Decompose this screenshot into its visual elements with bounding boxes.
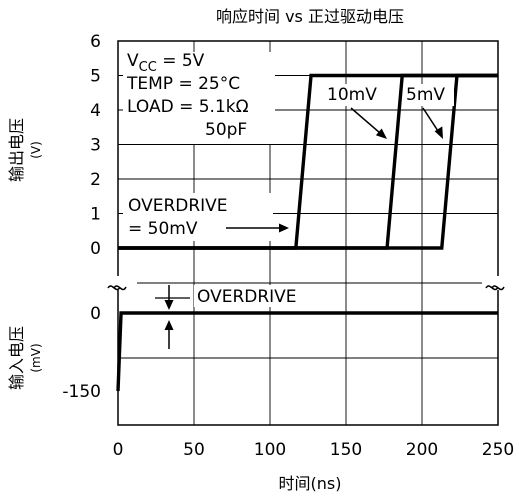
overdrive-50-value: = 50mV <box>128 219 198 239</box>
y-tick-label-input: -150 <box>62 382 101 402</box>
y-tick-label-input: 0 <box>90 304 101 324</box>
overdrive-50-label-box <box>123 193 273 241</box>
x-tick-label: 200 <box>406 440 438 460</box>
label-10mv: 10mV <box>327 85 377 105</box>
overdrive-arrowhead-down <box>164 300 174 310</box>
y-axis-label-output: 输出电压 <box>7 118 26 182</box>
label-5mv: 5mV <box>406 85 445 105</box>
arrowhead-5mv <box>434 126 443 139</box>
y-axis-unit-output: (V) <box>29 141 43 159</box>
arrow-5mv <box>422 107 439 132</box>
x-tick-label: 250 <box>482 440 514 460</box>
y-tick-label-output: 5 <box>90 67 101 87</box>
x-tick-label: 50 <box>183 440 205 460</box>
x-tick-label: 100 <box>254 440 286 460</box>
y-tick-label-output: 2 <box>90 170 101 190</box>
y-axis-unit-input: (mV) <box>29 343 43 372</box>
x-tick-label: 150 <box>330 440 362 460</box>
x-tick-label: 0 <box>113 440 124 460</box>
condition-temp: TEMP = 25°C <box>126 74 240 94</box>
x-axis-label: 时间(ns) <box>279 474 342 493</box>
y-tick-label-output: 3 <box>90 136 101 156</box>
overdrive-label-box <box>194 285 318 307</box>
conditions-box <box>123 52 275 144</box>
overdrive-input-label: OVERDRIVE <box>197 287 297 307</box>
y-tick-label-output: 1 <box>90 205 101 225</box>
chart-title: 响应时间 vs 正过驱动电压 <box>216 7 404 26</box>
arrow-10mv <box>350 107 381 134</box>
input-series-line <box>116 311 498 392</box>
condition-load-cap: 50pF <box>205 120 247 140</box>
arrowhead-10mv <box>375 128 387 139</box>
y-tick-label-output: 6 <box>90 32 101 52</box>
y-tick-label-output: 0 <box>90 239 101 259</box>
y-axis-label-input: 输入电压 <box>7 326 26 390</box>
axis-break-right <box>485 285 505 291</box>
condition-load: LOAD = 5.1kΩ <box>127 97 249 117</box>
overdrive-arrowhead-up <box>164 320 174 330</box>
label-5mv-box <box>404 84 454 106</box>
overdrive-50-label: OVERDRIVE <box>128 196 228 216</box>
y-tick-label-output: 4 <box>90 101 101 121</box>
series-line <box>118 73 498 250</box>
series-group <box>116 73 498 392</box>
overdrive-50-arrowhead <box>279 223 289 233</box>
axis-break-left <box>107 285 127 291</box>
condition-vcc: VCC = 5V <box>127 51 205 75</box>
plot-frame <box>117 40 499 426</box>
label-10mv-box <box>325 84 383 106</box>
plot-border <box>117 40 499 426</box>
